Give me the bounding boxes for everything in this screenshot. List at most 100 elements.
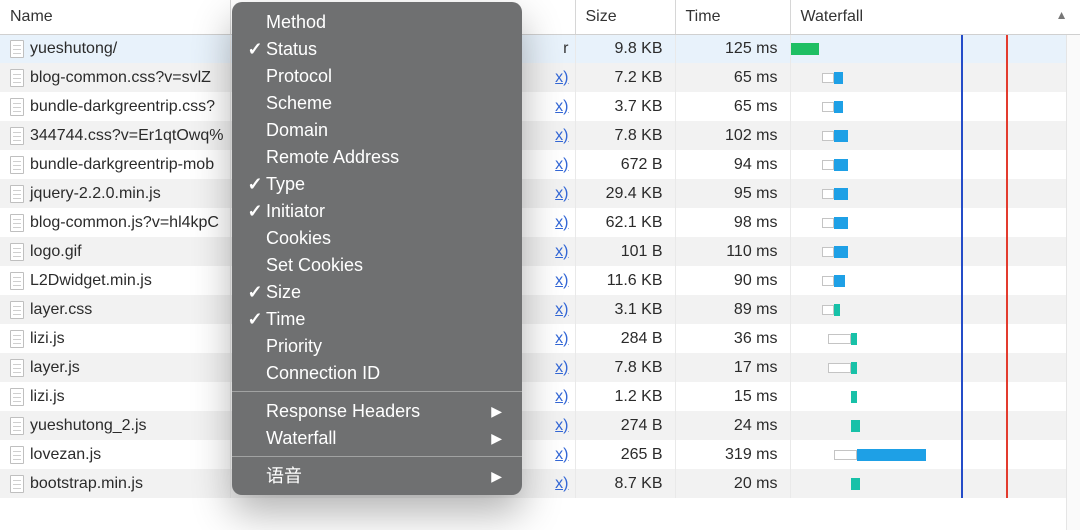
cell-name[interactable]: lizi.js [0,324,230,353]
initiator-link[interactable]: x) [555,446,568,463]
table-row[interactable]: jquery-2.2.0.min.jsx)29.4 KB95 ms [0,179,1080,208]
menu-item-type[interactable]: ✓Type [232,170,522,197]
cell-time: 110 ms [675,237,790,266]
check-icon: ✓ [244,198,266,224]
file-name: L2Dwidget.min.js [30,272,152,290]
menu-item-time[interactable]: ✓Time [232,305,522,332]
initiator-link[interactable]: x) [555,359,568,376]
initiator-link[interactable]: x) [555,69,568,86]
col-header-waterfall[interactable]: Waterfall▲ [790,0,1080,34]
cell-name[interactable]: L2Dwidget.min.js [0,266,230,295]
menu-item-label: Cookies [266,225,331,251]
domcontentloaded-line [961,63,963,92]
menu-item-label: Size [266,279,301,305]
table-row[interactable]: 344744.css?v=Er1qtOwq%x)7.8 KB102 ms [0,121,1080,150]
menu-item-status[interactable]: ✓Status [232,35,522,62]
network-table[interactable]: NametorSizeTimeWaterfall▲ yueshutong/r9.… [0,0,1080,498]
initiator-link[interactable]: x) [555,330,568,347]
initiator-link[interactable]: x) [555,301,568,318]
initiator-link[interactable]: x) [555,272,568,289]
menu-item-method[interactable]: ✓Method [232,8,522,35]
menu-item-label: Connection ID [266,360,380,386]
waterfall-bar [834,188,848,200]
initiator-link[interactable]: x) [555,127,568,144]
table-row[interactable]: layer.jsx)7.8 KB17 ms [0,353,1080,382]
column-context-menu[interactable]: ✓Method✓Status✓Protocol✓Scheme✓Domain✓Re… [232,2,522,495]
menu-item-protocol[interactable]: ✓Protocol [232,62,522,89]
scrollbar[interactable] [1066,35,1080,530]
menu-item-set-cookies[interactable]: ✓Set Cookies [232,251,522,278]
initiator-link[interactable]: x) [555,214,568,231]
table-row[interactable]: bootstrap.min.jsx)8.7 KB20 ms [0,469,1080,498]
initiator-link[interactable]: x) [555,98,568,115]
initiator-link[interactable]: r [563,40,568,57]
cell-name[interactable]: lovezan.js [0,440,230,469]
menu-item-label: Response Headers [266,398,420,424]
table-row[interactable]: bundle-darkgreentrip-mobx)672 B94 ms [0,150,1080,179]
menu-item-response-headers[interactable]: ✓Response Headers▶ [232,397,522,424]
menu-item-connection-id[interactable]: ✓Connection ID [232,359,522,386]
col-header-size[interactable]: Size [575,0,675,34]
cell-size: 9.8 KB [575,34,675,63]
initiator-link[interactable]: x) [555,243,568,260]
initiator-link[interactable]: x) [555,417,568,434]
menu-item-cookies[interactable]: ✓Cookies [232,224,522,251]
load-line [1006,440,1008,469]
col-header-time[interactable]: Time [675,0,790,34]
cell-name[interactable]: yueshutong/ [0,34,230,63]
table-row[interactable]: L2Dwidget.min.jsx)11.6 KB90 ms [0,266,1080,295]
load-line [1006,150,1008,179]
file-name: bundle-darkgreentrip.css? [30,98,215,116]
cell-waterfall [790,150,1080,179]
cell-name[interactable]: jquery-2.2.0.min.js [0,179,230,208]
cell-name[interactable]: blog-common.js?v=hl4kpC [0,208,230,237]
cell-time: 98 ms [675,208,790,237]
cell-name[interactable]: 344744.css?v=Er1qtOwq% [0,121,230,150]
domcontentloaded-line [961,35,963,64]
cell-name[interactable]: lizi.js [0,382,230,411]
menu-item-waterfall[interactable]: ✓Waterfall▶ [232,424,522,451]
table-row[interactable]: blog-common.css?v=svlZx)7.2 KB65 ms [0,63,1080,92]
domcontentloaded-line [961,179,963,208]
cell-size: 265 B [575,440,675,469]
table-row[interactable]: blog-common.js?v=hl4kpCx)62.1 KB98 ms [0,208,1080,237]
table-row[interactable]: layer.cssx)3.1 KB89 ms [0,295,1080,324]
cell-name[interactable]: layer.js [0,353,230,382]
menu-item-scheme[interactable]: ✓Scheme [232,89,522,116]
cell-name[interactable]: layer.css [0,295,230,324]
initiator-link[interactable]: x) [555,156,568,173]
cell-time: 36 ms [675,324,790,353]
table-row[interactable]: yueshutong_2.jsx)274 B24 ms [0,411,1080,440]
table-row[interactable]: bundle-darkgreentrip.css?x)3.7 KB65 ms [0,92,1080,121]
cell-name[interactable]: blog-common.css?v=svlZ [0,63,230,92]
cell-name[interactable]: bundle-darkgreentrip-mob [0,150,230,179]
col-header-name[interactable]: Name [0,0,230,34]
menu-item-语音[interactable]: ✓语音▶ [232,462,522,489]
table-row[interactable]: lizi.jsx)1.2 KB15 ms [0,382,1080,411]
menu-item-size[interactable]: ✓Size [232,278,522,305]
initiator-link[interactable]: x) [555,185,568,202]
cell-name[interactable]: yueshutong_2.js [0,411,230,440]
menu-item-initiator[interactable]: ✓Initiator [232,197,522,224]
cell-name[interactable]: logo.gif [0,237,230,266]
menu-item-label: Time [266,306,305,332]
cell-time: 125 ms [675,34,790,63]
cell-name[interactable]: bundle-darkgreentrip.css? [0,92,230,121]
menu-item-remote-address[interactable]: ✓Remote Address [232,143,522,170]
table-row[interactable]: lizi.jsx)284 B36 ms [0,324,1080,353]
menu-item-domain[interactable]: ✓Domain [232,116,522,143]
menu-item-priority[interactable]: ✓Priority [232,332,522,359]
cell-name[interactable]: bootstrap.min.js [0,469,230,498]
table-row[interactable]: yueshutong/r 9.8 KB125 ms [0,34,1080,63]
table-row[interactable]: logo.gifx)101 B110 ms [0,237,1080,266]
load-line [1006,382,1008,411]
initiator-link[interactable]: x) [555,475,568,492]
cell-time: 94 ms [675,150,790,179]
load-line [1006,63,1008,92]
initiator-link[interactable]: x) [555,388,568,405]
cell-waterfall [790,266,1080,295]
file-name: lizi.js [30,388,65,406]
table-row[interactable]: lovezan.jsx)265 B319 ms [0,440,1080,469]
file-icon [10,69,24,87]
menu-item-label: Method [266,9,326,35]
